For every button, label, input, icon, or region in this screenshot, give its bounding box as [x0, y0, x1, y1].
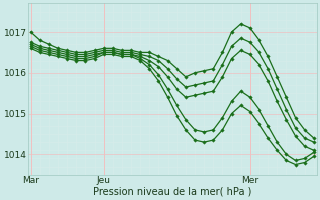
X-axis label: Pression niveau de la mer( hPa ): Pression niveau de la mer( hPa ) — [93, 187, 252, 197]
